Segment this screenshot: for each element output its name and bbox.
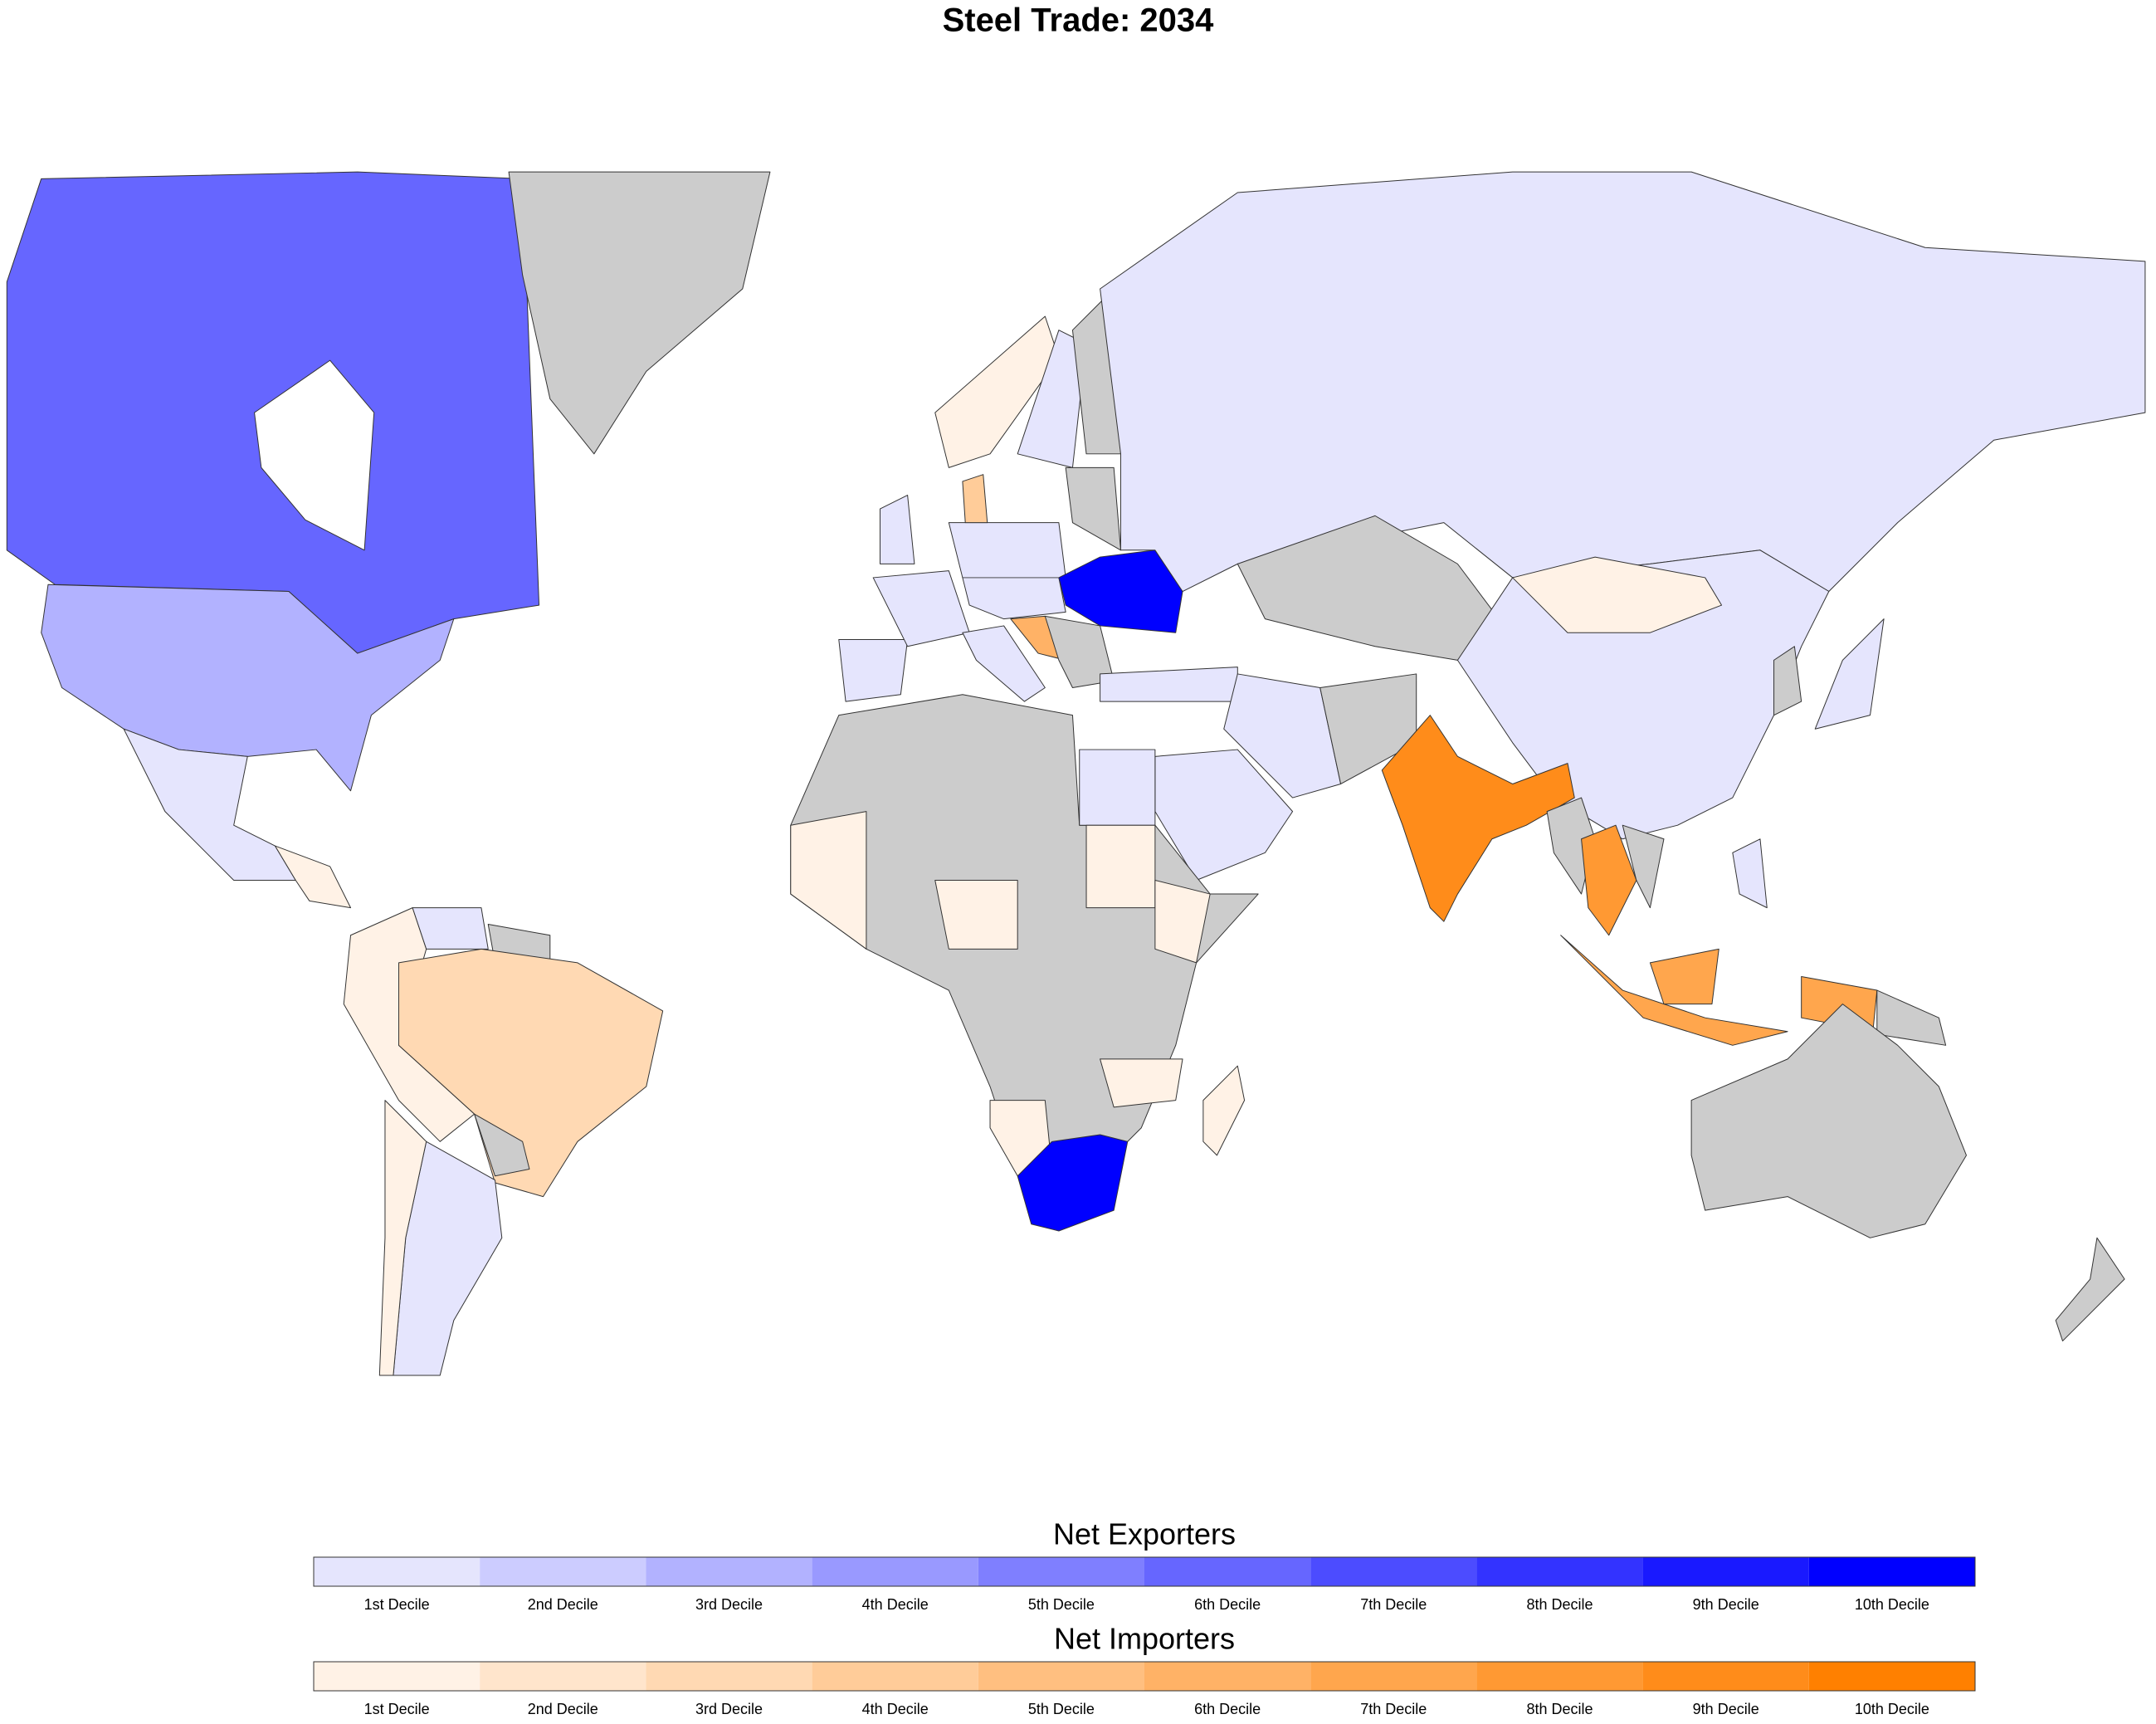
region [1622, 824, 1665, 909]
region [790, 811, 867, 950]
region [1079, 749, 1156, 826]
legend-title: Net Exporters [1053, 1517, 1236, 1551]
legend-swatch [1642, 1557, 1809, 1586]
map-title: Steel Trade: 2034 [943, 2, 1215, 39]
region [274, 845, 352, 909]
region [1100, 1058, 1183, 1108]
region [934, 879, 1018, 950]
legend-label: 4th Decile [862, 1596, 929, 1613]
region [1581, 824, 1637, 936]
legend-swatch [978, 1557, 1144, 1586]
region [1085, 824, 1156, 909]
region [508, 171, 771, 455]
region [1814, 618, 1885, 730]
region [1560, 935, 1788, 1046]
region [962, 625, 1046, 702]
legend-swatch [646, 1662, 812, 1691]
region [474, 1113, 530, 1177]
legend-swatch [646, 1557, 812, 1586]
region [1058, 549, 1183, 633]
region [41, 584, 455, 792]
legend-label: 10th Decile [1855, 1596, 1929, 1613]
legend-swatch [812, 1557, 978, 1586]
legend-label: 5th Decile [1028, 1596, 1095, 1613]
legend-swatch [1476, 1662, 1643, 1691]
legend-label: 8th Decile [1526, 1596, 1593, 1613]
region [934, 315, 1060, 468]
legend-label: 7th Decile [1360, 1701, 1427, 1717]
region [962, 474, 988, 524]
legend-swatch [1808, 1662, 1975, 1691]
region [1044, 615, 1115, 688]
legend-swatch [1808, 1557, 1975, 1586]
legend-label: 1st Decile [364, 1701, 430, 1717]
region [1223, 673, 1342, 799]
legend-label: 4th Decile [862, 1701, 929, 1717]
region [1690, 1004, 1968, 1238]
legend-frame [313, 1661, 1976, 1692]
region [378, 1100, 427, 1376]
region [1100, 171, 2146, 593]
legends: Net Exporters 1st Decile 2nd Decile 3rd Dec… [313, 1517, 1976, 1717]
water [254, 359, 375, 551]
region [1773, 646, 1802, 716]
region [1876, 989, 1947, 1046]
region [1512, 556, 1723, 633]
legend-swatch [812, 1662, 978, 1691]
legend-label: 7th Decile [1360, 1596, 1427, 1613]
legend-swatch [1144, 1557, 1311, 1586]
legend-label: 6th Decile [1194, 1596, 1261, 1613]
region [1065, 466, 1121, 551]
legend-label: 1st Decile [364, 1596, 430, 1613]
region [1017, 1134, 1129, 1232]
legend-swatch [1310, 1557, 1477, 1586]
legend-label: 9th Decile [1693, 1596, 1759, 1613]
region [1100, 667, 1238, 702]
region [1154, 879, 1211, 964]
legend-label: 9th Decile [1693, 1701, 1759, 1717]
region [1202, 1065, 1246, 1156]
legend-label: 3rd Decile [695, 1596, 763, 1613]
legend-title: Net Importers [1054, 1622, 1235, 1656]
legend-swatch [978, 1662, 1144, 1691]
region [879, 495, 915, 564]
region [412, 907, 489, 950]
legend-swatch [314, 1557, 480, 1586]
legend-label: 8th Decile [1526, 1701, 1593, 1717]
legend-label: 2nd Decile [528, 1596, 598, 1613]
legend-swatch [480, 1662, 646, 1691]
world-map [6, 171, 2146, 1376]
legend-swatch [1642, 1662, 1809, 1691]
region [872, 570, 970, 647]
region [398, 948, 664, 1198]
legend-label: 10th Decile [1855, 1701, 1929, 1717]
legend-swatch [1476, 1557, 1643, 1586]
region [1381, 715, 1575, 922]
region [1649, 948, 1719, 1005]
legend-label: 5th Decile [1028, 1701, 1095, 1717]
legend-swatch [314, 1662, 480, 1691]
legend-label: 2nd Decile [528, 1701, 598, 1717]
region [962, 577, 1066, 620]
legend-swatch [1310, 1662, 1477, 1691]
region [948, 522, 1066, 579]
legend-swatch [480, 1557, 646, 1586]
legend-frame [313, 1556, 1976, 1587]
region [1732, 838, 1768, 909]
legend-swatch [1144, 1662, 1311, 1691]
legend-label: 3rd Decile [695, 1701, 763, 1717]
region [838, 639, 909, 702]
region [2055, 1237, 2125, 1342]
legend-label: 6th Decile [1194, 1701, 1261, 1717]
